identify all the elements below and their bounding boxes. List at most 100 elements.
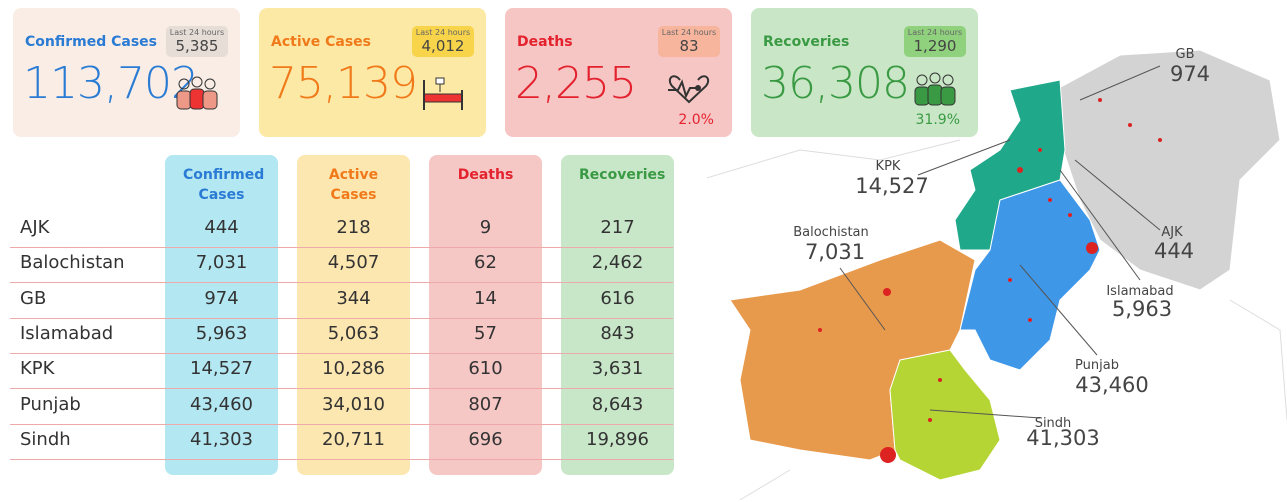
sindh-region — [889, 349, 1001, 481]
badge-value: 5,385 — [175, 37, 219, 55]
badge-label: Last 24 hours — [169, 28, 225, 37]
card-icon — [668, 75, 710, 104]
map-label-name: GB — [1176, 47, 1195, 62]
column-header: Active Cases — [328, 167, 379, 203]
table-cell: 8,643 — [591, 393, 644, 415]
table-cell: 610 — [468, 358, 503, 380]
table-cell: 444 — [204, 217, 239, 238]
badge-label: Last 24 hours — [661, 28, 717, 37]
map-label-name: AJK — [1161, 225, 1183, 240]
map-label-value: 43,460 — [1075, 373, 1148, 397]
row-line — [10, 458, 673, 460]
badge-value: 1,290 — [913, 37, 957, 55]
badge-value: 4,012 — [421, 37, 465, 55]
table-cell: 3,631 — [591, 358, 644, 380]
table-cell: 616 — [600, 287, 635, 309]
card-value: 36,308 — [761, 58, 910, 109]
table-cell: 14 — [474, 287, 497, 309]
card-icon — [914, 72, 956, 106]
row-line — [10, 247, 673, 248]
region-name: Punjab — [20, 393, 81, 415]
card-title: Confirmed Cases — [25, 34, 158, 50]
table-cell: 62 — [474, 252, 497, 274]
map-label-name: Punjab — [1075, 358, 1119, 373]
column-header: Deaths — [457, 167, 514, 183]
map-label-name: Islamabad — [1106, 284, 1173, 299]
table-cell: 217 — [600, 217, 635, 238]
card-value: 113,702 — [23, 58, 199, 109]
map-label-value: 5,963 — [1112, 297, 1172, 321]
map-label-value: 41,303 — [1026, 426, 1099, 450]
stat-card: Recoveries 36,308 Last 24 hours 1,290 31.9% — [751, 8, 978, 137]
case-dots — [818, 98, 1162, 463]
table-cell: 19,896 — [586, 428, 649, 450]
table-cell: 218 — [336, 217, 371, 238]
table-cell: 5,963 — [195, 322, 248, 344]
table-column: Active Cases — [297, 155, 410, 475]
card-percent: 2.0% — [678, 112, 714, 128]
table-cell: 7,031 — [195, 252, 248, 274]
table-cell: 2,462 — [591, 252, 644, 274]
region-name: Balochistan — [20, 252, 125, 274]
card-value: 75,139 — [269, 58, 418, 109]
kpk-region — [954, 79, 1066, 251]
region-name: AJK — [20, 217, 50, 238]
region-name: GB — [20, 287, 47, 309]
map-label-value: 7,031 — [805, 240, 865, 264]
table-column: Recoveries — [561, 155, 674, 475]
gb-ajk-region — [1054, 49, 1281, 291]
row-line — [10, 317, 673, 319]
column-header: Recoveries — [579, 167, 666, 183]
map-label-value: 14,527 — [855, 174, 928, 198]
table-cell: 843 — [600, 322, 635, 344]
border-lines — [707, 139, 1287, 501]
table-column: Deaths — [429, 155, 542, 475]
map-label-value: 974 — [1170, 62, 1210, 86]
card-value: 2,255 — [515, 58, 637, 109]
table-cell: 14,527 — [190, 358, 253, 380]
map-label-name: KPK — [876, 159, 901, 174]
table-cell: 20,711 — [322, 428, 385, 450]
table-cell: 41,303 — [190, 428, 253, 450]
card-icon — [423, 77, 463, 110]
punjab-region — [959, 179, 1101, 371]
card-percent: 31.9% — [915, 112, 960, 128]
badge-label: Last 24 hours — [415, 28, 471, 37]
card-title: Active Cases — [271, 34, 372, 50]
region-name: KPK — [20, 358, 55, 380]
map-label-value: 444 — [1154, 239, 1194, 263]
row-line — [10, 423, 673, 425]
badge-value: 83 — [679, 37, 699, 55]
card-icon — [176, 76, 218, 110]
leader-lines — [839, 65, 1161, 419]
table-cell: 9 — [479, 217, 492, 238]
table-cell: 974 — [204, 287, 239, 309]
table-cell: 807 — [468, 393, 503, 415]
last-24-badge: Last 24 hours 4,012 — [412, 26, 474, 57]
map-label-name: Sindh — [1035, 416, 1072, 431]
table-cell: 5,063 — [327, 322, 380, 344]
stat-card: Active Cases 75,139 Last 24 hours 4,012 — [259, 8, 486, 137]
stat-card: Deaths 2,255 Last 24 hours 83 2.0% — [505, 8, 732, 137]
stat-card: Confirmed Cases 113,702 Last 24 hours 5,385 — [13, 8, 240, 137]
row-line — [10, 352, 673, 354]
last-24-badge: Last 24 hours 83 — [658, 26, 720, 57]
table-cell: 344 — [336, 287, 371, 309]
last-24-badge: Last 24 hours 1,290 — [904, 26, 966, 57]
table-cell: 57 — [474, 322, 497, 344]
card-title: Recoveries — [763, 34, 850, 50]
map-label-name: Balochistan — [793, 225, 869, 240]
table-cell: 43,460 — [190, 393, 253, 415]
table-cell: 10,286 — [322, 358, 385, 380]
table-cell: 4,507 — [327, 252, 380, 274]
last-24-badge: Last 24 hours 5,385 — [166, 26, 228, 57]
badge-label: Last 24 hours — [907, 28, 963, 37]
table-column: Confirmed Cases — [165, 155, 278, 475]
region-name: Sindh — [20, 428, 71, 450]
region-name: Islamabad — [20, 322, 114, 344]
row-line — [10, 388, 673, 390]
table-cell: 34,010 — [322, 393, 385, 415]
row-line — [10, 282, 673, 284]
